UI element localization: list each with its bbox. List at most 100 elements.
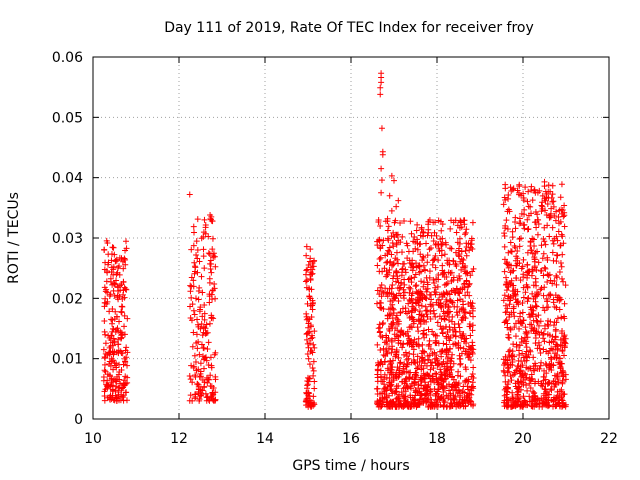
data-point (415, 328, 422, 335)
data-point (462, 315, 469, 322)
data-point (525, 188, 532, 195)
y-tick-label: 0.04 (52, 171, 83, 187)
data-point (201, 216, 208, 223)
data-point (386, 375, 393, 382)
data-point (412, 387, 419, 394)
axis-ticks: 10 12 14 16 18 20 22 0 0.01 0.02 0.03 0.04 0.05 0.06 (52, 50, 618, 447)
data-point (190, 223, 197, 230)
data-point (535, 220, 542, 227)
data-point (545, 402, 552, 409)
data-point (457, 360, 464, 367)
data-point (514, 298, 521, 305)
data-point (562, 282, 569, 289)
data-point (437, 366, 444, 373)
data-point (381, 394, 388, 401)
data-point (194, 345, 201, 352)
data-point (447, 390, 454, 397)
data-point (463, 348, 470, 355)
data-point (538, 329, 545, 336)
data-point (558, 386, 565, 393)
data-point (554, 252, 561, 259)
data-point (392, 315, 399, 322)
data-point (553, 208, 560, 215)
data-point (557, 218, 564, 225)
data-point (450, 257, 457, 264)
data-point (467, 357, 474, 364)
data-point (388, 349, 395, 356)
data-point (467, 332, 474, 339)
data-point (310, 372, 317, 379)
data-point (200, 344, 207, 351)
data-point (120, 265, 127, 272)
data-point (557, 242, 564, 249)
data-point (553, 252, 560, 259)
data-point (503, 217, 510, 224)
data-point (506, 208, 513, 215)
data-point (509, 228, 516, 235)
data-point (518, 358, 525, 365)
data-point (552, 328, 559, 335)
data-point (432, 291, 439, 298)
data-point (373, 385, 380, 392)
data-point (432, 219, 439, 226)
data-point (412, 299, 419, 306)
data-point (105, 259, 112, 266)
data-point (406, 284, 413, 291)
data-point (196, 397, 203, 404)
data-point (558, 330, 565, 337)
data-point (539, 383, 546, 390)
data-point (302, 278, 309, 285)
data-point (191, 259, 198, 266)
data-point (434, 332, 441, 339)
data-point (531, 243, 538, 250)
data-point (509, 358, 516, 365)
data-point (538, 267, 545, 274)
data-point (187, 282, 194, 289)
data-point (456, 245, 463, 252)
data-point (395, 333, 402, 340)
data-point (431, 229, 438, 236)
data-point (521, 334, 528, 341)
data-point-outlier (541, 195, 548, 202)
data-point (395, 373, 402, 380)
data-point (386, 369, 393, 376)
data-point (303, 389, 310, 396)
data-point (425, 221, 432, 228)
data-point (404, 384, 411, 391)
data-point (393, 385, 400, 392)
data-point (520, 393, 527, 400)
data-point (467, 346, 474, 353)
data-point (306, 340, 313, 347)
data-point (114, 313, 121, 320)
data-point (416, 343, 423, 350)
data-point (303, 252, 310, 259)
data-point (195, 296, 202, 303)
data-point (508, 377, 515, 384)
data-point (100, 346, 107, 353)
data-point (540, 272, 547, 279)
data-point (429, 402, 436, 409)
data-point (505, 249, 512, 256)
data-point (207, 266, 214, 273)
data-point (106, 360, 113, 367)
data-point (311, 344, 318, 351)
data-point (303, 390, 310, 397)
data-point (394, 284, 401, 291)
data-point (102, 288, 109, 295)
data-point (559, 251, 566, 258)
data-point (421, 266, 428, 273)
data-point (527, 239, 534, 246)
data-point (204, 346, 211, 353)
data-point (113, 364, 120, 371)
data-point (425, 326, 432, 333)
data-point (200, 246, 207, 253)
data-point (195, 388, 202, 395)
data-point (101, 246, 108, 253)
data-point (414, 240, 421, 247)
data-point (192, 295, 199, 302)
data-point (524, 283, 531, 290)
data-point (404, 242, 411, 249)
data-point (440, 403, 447, 410)
data-point (537, 362, 544, 369)
data-point (200, 233, 207, 240)
